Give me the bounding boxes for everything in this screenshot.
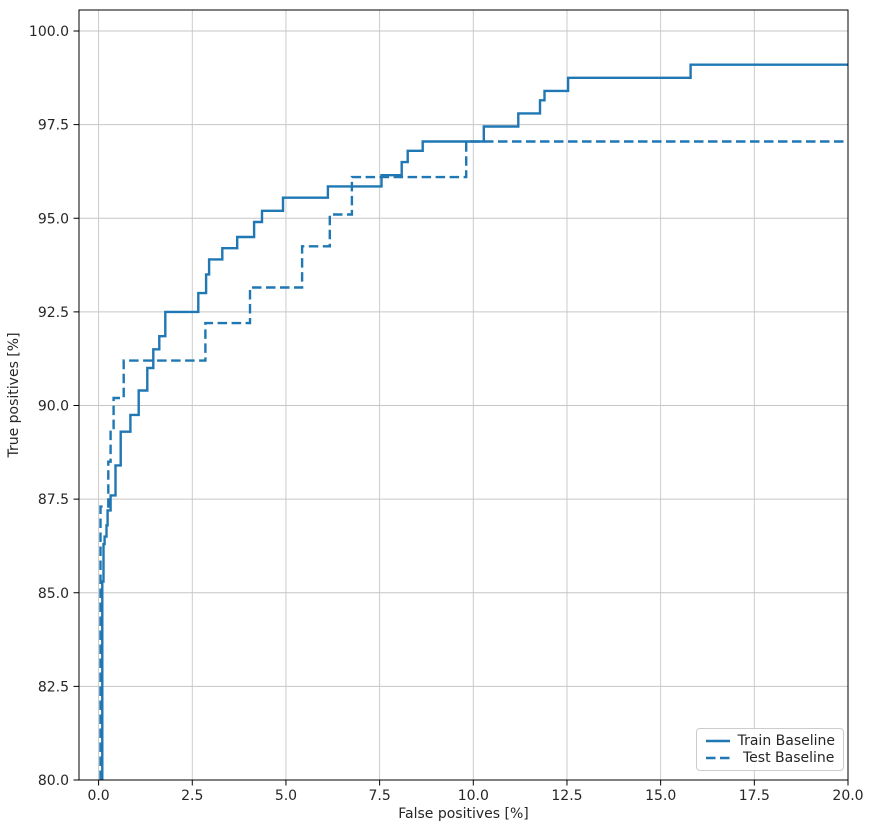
y-tick-label: 80.0 xyxy=(38,773,69,789)
legend-label-test: Test Baseline xyxy=(743,749,835,766)
x-tick-label: 0.0 xyxy=(87,788,109,804)
x-tick-label: 20.0 xyxy=(832,788,863,804)
x-tick-label: 15.0 xyxy=(645,788,676,804)
train-solid-line-icon xyxy=(706,740,730,743)
y-axis-label: True positives [%] xyxy=(6,332,22,458)
y-tick-label: 100.0 xyxy=(29,24,69,40)
y-tick-label: 87.5 xyxy=(38,492,69,508)
y-tick-label: 85.0 xyxy=(38,586,69,602)
test-dashed-line-icon xyxy=(706,756,734,759)
x-tick-label: 17.5 xyxy=(739,788,770,804)
x-tick-label: 7.5 xyxy=(368,788,390,804)
legend-item-test: Test Baseline xyxy=(705,750,835,767)
legend-label-train: Train Baseline xyxy=(737,733,835,750)
x-tick-label: 10.0 xyxy=(458,788,489,804)
y-tick-label: 90.0 xyxy=(38,399,69,415)
x-tick-label: 5.0 xyxy=(275,788,297,804)
y-tick-label: 95.0 xyxy=(38,211,69,227)
legend: Train Baseline Test Baseline xyxy=(696,728,844,771)
x-axis-label: False positives [%] xyxy=(398,806,528,822)
axes-frame xyxy=(78,9,849,781)
plot-background xyxy=(79,10,848,780)
y-tick-label: 92.5 xyxy=(38,305,69,321)
series-line-train xyxy=(101,63,848,780)
x-tick-label: 2.5 xyxy=(181,788,203,804)
y-tick-label: 97.5 xyxy=(38,118,69,134)
legend-item-train: Train Baseline xyxy=(705,733,835,750)
y-tick-label: 82.5 xyxy=(38,679,69,695)
series-line-test xyxy=(99,140,848,780)
x-tick-label: 12.5 xyxy=(551,788,582,804)
